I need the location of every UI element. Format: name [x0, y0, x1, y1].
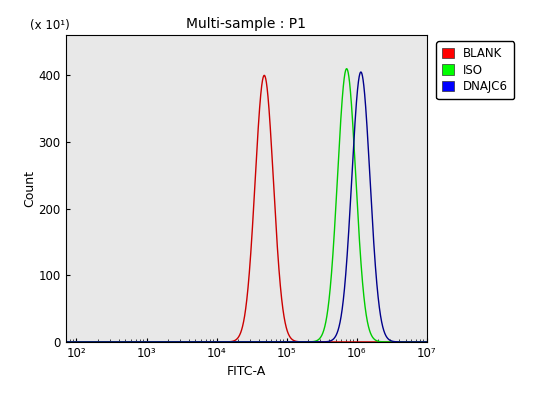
ISO — [276, 340, 283, 344]
DNAJC6 — [292, 340, 298, 344]
BLANK — [80, 340, 87, 344]
Title: Multi-sample : P1: Multi-sample : P1 — [186, 17, 306, 31]
X-axis label: FITC-A: FITC-A — [226, 365, 266, 378]
ISO — [292, 340, 298, 344]
DNAJC6 — [276, 340, 283, 344]
Text: (x 10¹): (x 10¹) — [30, 19, 69, 32]
BLANK — [330, 340, 336, 344]
ISO — [423, 340, 430, 344]
DNAJC6 — [330, 337, 336, 342]
Y-axis label: Count: Count — [23, 170, 36, 207]
DNAJC6 — [193, 340, 200, 344]
ISO — [344, 66, 350, 71]
ISO — [80, 340, 87, 344]
DNAJC6 — [350, 162, 356, 167]
BLANK — [62, 340, 69, 344]
ISO — [330, 246, 336, 251]
ISO — [193, 340, 200, 344]
DNAJC6 — [423, 340, 430, 344]
BLANK — [276, 271, 283, 276]
ISO — [62, 340, 69, 344]
ISO — [350, 119, 356, 124]
BLANK — [292, 339, 298, 343]
BLANK — [350, 340, 356, 344]
DNAJC6 — [80, 340, 87, 344]
Line: ISO: ISO — [66, 69, 427, 342]
DNAJC6 — [358, 70, 364, 74]
BLANK — [193, 340, 200, 344]
Legend: BLANK, ISO, DNAJC6: BLANK, ISO, DNAJC6 — [436, 41, 514, 99]
Line: DNAJC6: DNAJC6 — [66, 72, 427, 342]
Line: BLANK: BLANK — [66, 75, 427, 342]
BLANK — [423, 340, 430, 344]
DNAJC6 — [62, 340, 69, 344]
BLANK — [261, 73, 267, 78]
